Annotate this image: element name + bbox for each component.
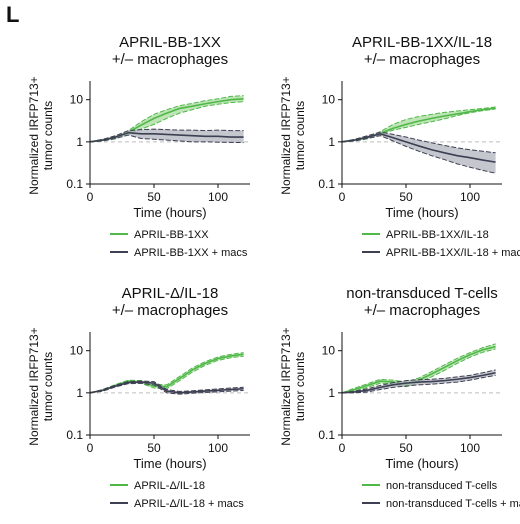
upper-bound-line <box>341 343 496 394</box>
upper-bound-line <box>341 131 496 154</box>
y-axis-label: tumor counts <box>41 101 55 170</box>
y-axis-label: Normalized IRFP713+ <box>27 327 41 445</box>
lower-bound-line <box>89 382 244 395</box>
upper-bound-line <box>341 106 496 143</box>
legend-label: APRIL-BB-1XX/IL-18 + macs <box>386 247 520 259</box>
legend-label: APRIL-BB-1XX + macs <box>134 247 248 259</box>
upper-bound-line <box>89 128 244 143</box>
y-tick-label: 0.1 <box>66 428 83 442</box>
series-line <box>89 131 244 143</box>
y-axis-label: tumor counts <box>293 101 307 170</box>
series-line <box>341 132 496 163</box>
lower-bound-line <box>342 374 496 394</box>
confidence-band <box>342 132 496 174</box>
upper-bound-line <box>89 95 244 143</box>
lower-bound-line <box>89 134 244 144</box>
x-tick-label: 100 <box>208 441 228 455</box>
x-tick-label: 0 <box>339 441 346 455</box>
y-tick-label: 1 <box>76 135 83 149</box>
y-tick-label: 10 <box>322 344 336 358</box>
y-axis-label: Normalized IRFP713+ <box>27 76 41 194</box>
chart-2: APRIL-BB-1XX/IL-18+/– macrophagesNormali… <box>279 34 520 259</box>
x-axis-label: Time (hours) <box>133 205 206 220</box>
chart-title: +/– macrophages <box>364 302 480 319</box>
panel-label: L <box>6 2 20 27</box>
chart-title: APRIL-BB-1XX/IL-18 <box>352 34 492 51</box>
legend-label: non-transduced T-cells + macs <box>386 498 520 510</box>
lower-bound-line <box>341 135 496 174</box>
x-tick-label: 0 <box>87 190 94 204</box>
y-axis-label: Normalized IRFP713+ <box>279 327 293 445</box>
chart-title: non-transduced T-cells <box>346 285 497 302</box>
y-tick-label: 0.1 <box>318 428 335 442</box>
y-tick-label: 0.1 <box>318 177 335 191</box>
x-tick-label: 50 <box>147 190 161 204</box>
x-axis-label: Time (hours) <box>133 456 206 471</box>
x-tick-label: 100 <box>208 190 228 204</box>
series-line <box>341 345 496 394</box>
legend-label: APRIL-BB-1XX/IL-18 <box>386 229 489 241</box>
series-line <box>341 371 496 394</box>
y-tick-label: 1 <box>328 386 335 400</box>
series-line <box>89 381 244 394</box>
x-tick-label: 50 <box>399 190 413 204</box>
x-tick-label: 100 <box>460 190 480 204</box>
y-tick-label: 10 <box>70 93 84 107</box>
x-tick-label: 100 <box>460 441 480 455</box>
chart-4: non-transduced T-cells+/– macrophagesNor… <box>279 285 520 510</box>
upper-bound-line <box>89 380 244 394</box>
upper-bound-line <box>341 369 496 394</box>
x-axis-label: Time (hours) <box>385 205 458 220</box>
lower-bound-line <box>89 355 244 394</box>
y-tick-label: 0.1 <box>66 177 83 191</box>
chart-title: APRIL-Δ/IL-18 <box>122 285 219 302</box>
y-axis-label: Normalized IRFP713+ <box>279 76 293 194</box>
chart-title: APRIL-BB-1XX <box>119 34 221 51</box>
y-tick-label: 1 <box>328 135 335 149</box>
x-tick-label: 50 <box>399 441 413 455</box>
chart-title: +/– macrophages <box>364 51 480 68</box>
y-tick-label: 10 <box>322 93 336 107</box>
y-axis-label: tumor counts <box>41 352 55 421</box>
legend-label: non-transduced T-cells <box>386 480 498 492</box>
chart-title: +/– macrophages <box>112 51 228 68</box>
legend-label: APRIL-Δ/IL-18 <box>134 480 205 492</box>
chart-title: +/– macrophages <box>112 302 228 319</box>
legend-label: APRIL-Δ/IL-18 + macs <box>134 498 244 510</box>
y-axis-label: tumor counts <box>293 352 307 421</box>
x-axis-label: Time (hours) <box>385 456 458 471</box>
y-tick-label: 10 <box>70 344 84 358</box>
x-tick-label: 0 <box>339 190 346 204</box>
upper-bound-line <box>89 352 244 394</box>
legend-label: APRIL-BB-1XX <box>134 229 209 241</box>
y-tick-label: 1 <box>76 386 83 400</box>
x-tick-label: 0 <box>87 441 94 455</box>
x-tick-label: 50 <box>147 441 161 455</box>
